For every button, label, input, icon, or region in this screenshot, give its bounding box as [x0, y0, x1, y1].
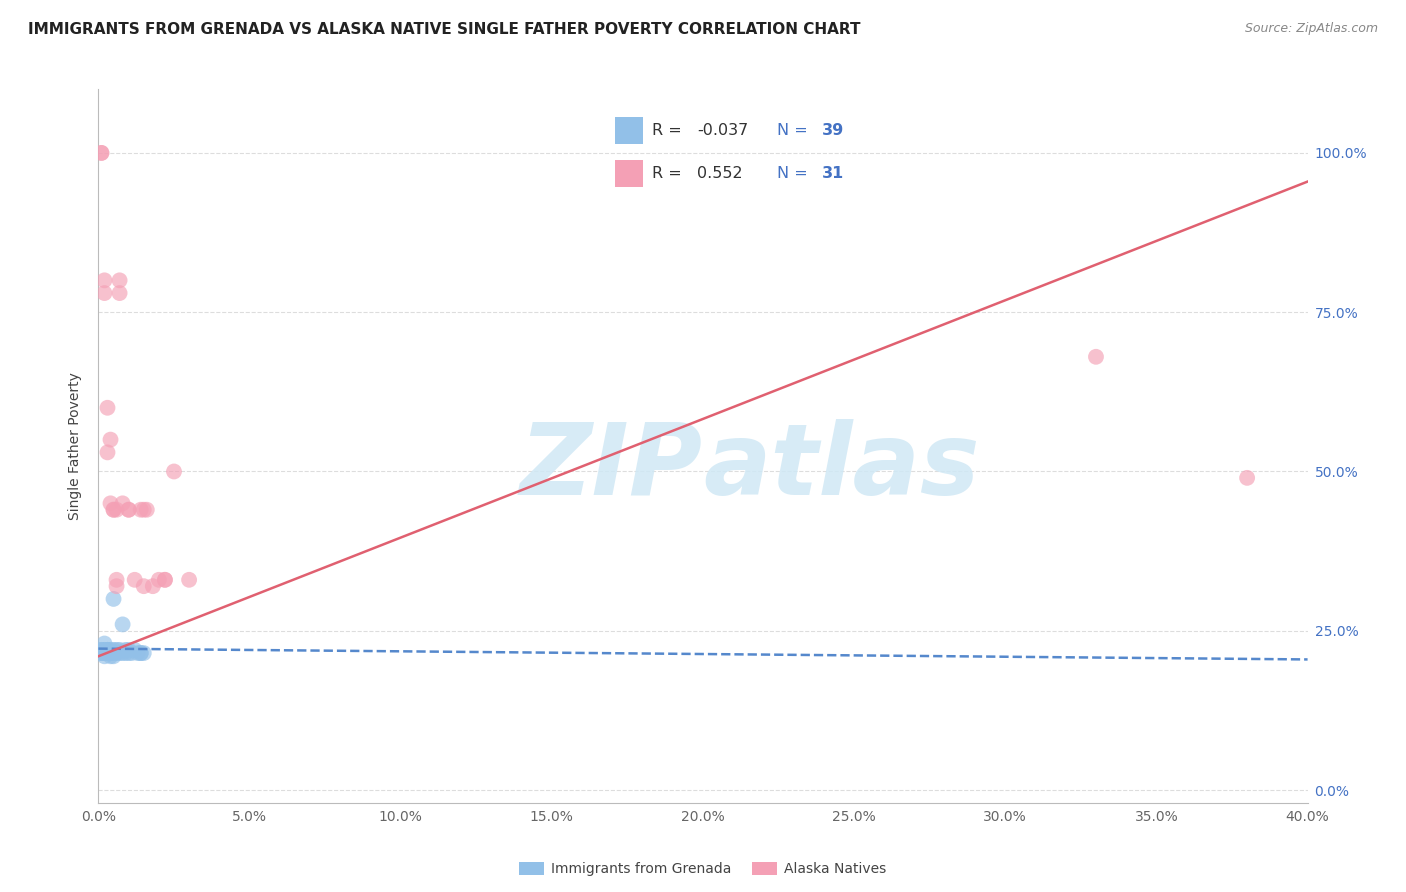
Point	[90, 646, 112, 660]
Point	[105, 579, 128, 593]
Point	[100, 649, 122, 664]
Point	[96, 643, 118, 657]
Text: R =: R =	[652, 166, 692, 181]
Point	[132, 646, 155, 660]
Point	[135, 502, 157, 516]
Point	[90, 643, 112, 657]
Point	[103, 649, 125, 664]
Bar	[614, 161, 643, 187]
Point	[132, 502, 155, 516]
Point	[103, 502, 125, 516]
Point	[148, 573, 170, 587]
Text: atlas: atlas	[703, 419, 980, 516]
Point	[108, 646, 131, 660]
Point	[93, 636, 115, 650]
Point	[108, 286, 131, 301]
Point	[132, 579, 155, 593]
Text: -0.037: -0.037	[697, 123, 748, 138]
Text: 0.552: 0.552	[697, 166, 742, 181]
Text: N =: N =	[776, 123, 813, 138]
Point	[118, 643, 141, 657]
Point	[96, 646, 118, 660]
Point	[129, 646, 152, 660]
Text: IMMIGRANTS FROM GRENADA VS ALASKA NATIVE SINGLE FATHER POVERTY CORRELATION CHART: IMMIGRANTS FROM GRENADA VS ALASKA NATIVE…	[28, 22, 860, 37]
Point	[100, 646, 122, 660]
Point	[103, 646, 125, 660]
Point	[118, 502, 141, 516]
Point	[100, 496, 122, 510]
Y-axis label: Single Father Poverty: Single Father Poverty	[69, 372, 83, 520]
Text: N =: N =	[776, 166, 813, 181]
Bar	[614, 117, 643, 144]
Text: Source: ZipAtlas.com: Source: ZipAtlas.com	[1244, 22, 1378, 36]
Point	[100, 433, 122, 447]
Point	[111, 617, 134, 632]
Point	[153, 573, 176, 587]
Point	[96, 643, 118, 657]
Text: R =: R =	[652, 123, 686, 138]
Point	[96, 646, 118, 660]
Point	[93, 649, 115, 664]
Point	[114, 643, 136, 657]
Point	[105, 502, 128, 516]
Point	[179, 573, 201, 587]
Point	[108, 643, 131, 657]
Legend: Immigrants from Grenada, Alaska Natives: Immigrants from Grenada, Alaska Natives	[513, 856, 893, 881]
Point	[124, 573, 146, 587]
Point	[114, 646, 136, 660]
Point	[108, 273, 131, 287]
Point	[93, 646, 115, 660]
Point	[129, 502, 152, 516]
Point	[93, 646, 115, 660]
Point	[111, 646, 134, 660]
Point	[90, 643, 112, 657]
Point	[118, 646, 141, 660]
Point	[124, 643, 146, 657]
Point	[96, 401, 118, 415]
Point	[100, 646, 122, 660]
Text: 39: 39	[823, 123, 845, 138]
Point	[105, 643, 128, 657]
Text: 31: 31	[823, 166, 845, 181]
Point	[1085, 350, 1108, 364]
Point	[142, 579, 165, 593]
Point	[93, 286, 115, 301]
Point	[163, 465, 186, 479]
Point	[93, 643, 115, 657]
Point	[127, 646, 149, 660]
Point	[105, 646, 128, 660]
Point	[105, 573, 128, 587]
Point	[103, 502, 125, 516]
Point	[90, 145, 112, 160]
Point	[1236, 471, 1258, 485]
Point	[103, 643, 125, 657]
Point	[129, 646, 152, 660]
Point	[111, 496, 134, 510]
Point	[153, 573, 176, 587]
Point	[90, 145, 112, 160]
Point	[90, 646, 112, 660]
Point	[93, 273, 115, 287]
Point	[100, 646, 122, 660]
Point	[121, 646, 143, 660]
Point	[96, 445, 118, 459]
Point	[96, 643, 118, 657]
Text: ZIP: ZIP	[520, 419, 703, 516]
Point	[103, 591, 125, 606]
Point	[118, 502, 141, 516]
Point	[100, 643, 122, 657]
